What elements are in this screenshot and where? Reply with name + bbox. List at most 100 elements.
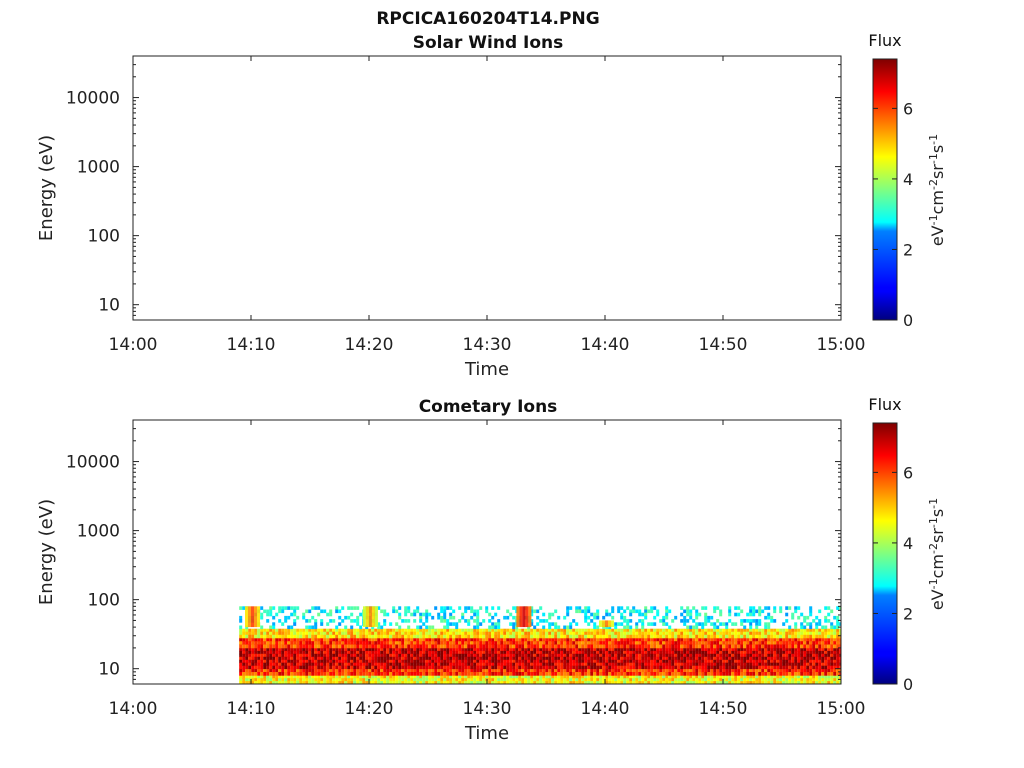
spectrogram-cell (794, 662, 798, 667)
spectrogram-cell (485, 672, 489, 676)
spectrogram-cell (797, 653, 801, 658)
spectrogram-cell (335, 675, 339, 679)
spectrogram-cell (794, 665, 798, 670)
spectrogram-cell (431, 665, 435, 670)
spectrogram-cell (695, 644, 699, 649)
spectrogram-cell (284, 634, 288, 639)
spectrogram-cell (539, 665, 543, 670)
spectrogram-cell (659, 656, 663, 661)
spectrogram-cell (563, 631, 567, 636)
spectrogram-cell (623, 647, 627, 652)
spectrogram-cell (485, 606, 489, 610)
spectrogram-cell (245, 675, 249, 679)
spectrogram-cell (602, 631, 606, 636)
spectrogram-cell (836, 656, 840, 661)
spectrogram-cell (521, 662, 525, 667)
y-tick-label: 1000 (77, 522, 120, 542)
spectrogram-cell (803, 631, 807, 636)
spectrogram-cell (632, 681, 636, 684)
spectrogram-cell (356, 659, 360, 664)
spectrogram-cell (422, 631, 426, 636)
spectrogram-cell (344, 615, 348, 620)
spectrogram-cell (437, 612, 441, 617)
spectrogram-cell (371, 628, 375, 633)
spectrogram-cell (758, 641, 762, 645)
spectrogram-cell (815, 641, 819, 645)
spectrogram-cell (473, 662, 477, 667)
spectrogram-cell (362, 637, 366, 642)
spectrogram-cell (746, 653, 750, 658)
spectrogram-cell (569, 606, 573, 610)
spectrogram-cell (611, 662, 615, 667)
spectrogram-cell (731, 641, 735, 645)
spectrogram-cell (380, 662, 384, 667)
spectrogram-cell (470, 647, 474, 652)
spectrogram-cell (665, 612, 669, 617)
spectrogram-cell (587, 606, 591, 610)
spectrogram-cell (515, 625, 519, 630)
spectrogram-cell (449, 659, 453, 664)
spectrogram-cell (533, 662, 537, 667)
spectrogram-cell (452, 631, 456, 636)
spectrogram-cell (254, 672, 258, 676)
spectrogram-cell (473, 625, 477, 630)
spectrogram-cell (569, 625, 573, 630)
spectrogram-cell (311, 665, 315, 670)
spectrogram-cell (335, 678, 339, 682)
spectrogram-cell (269, 625, 273, 630)
spectrogram-cell (572, 659, 576, 664)
spectrogram-cell (587, 644, 591, 649)
spectrogram-cell (392, 634, 396, 639)
spectrogram-cell (686, 612, 690, 617)
spectrogram-cell (752, 668, 756, 673)
colorbar-tick-label: 0 (903, 675, 913, 694)
spectrogram-cell (479, 628, 483, 633)
spectrogram-cell (794, 631, 798, 636)
spectrogram-cell (317, 631, 321, 636)
spectrogram-cell (839, 681, 841, 684)
spectrogram-cell (407, 659, 411, 664)
spectrogram-cell (830, 678, 834, 682)
spectrogram-cell (488, 650, 492, 655)
spectrogram-cell (479, 653, 483, 658)
spectrogram-cell (428, 678, 432, 682)
spectrogram-cell (446, 641, 450, 645)
spectrogram-cell (740, 631, 744, 636)
spectrogram-cell (779, 659, 783, 664)
spectrogram-cell (644, 612, 648, 617)
spectrogram-cell (764, 631, 768, 636)
spectrogram-cell (326, 662, 330, 667)
spectrogram-cell (344, 653, 348, 658)
spectrogram-cell (389, 641, 393, 645)
spectrogram-cell (371, 631, 375, 636)
spectrogram-cell (839, 668, 841, 673)
spectrogram-cell (326, 641, 330, 645)
spectrogram-cell (479, 675, 483, 679)
spectrogram-cell (623, 681, 627, 684)
spectrogram-cell (341, 668, 345, 673)
spectrogram-cell (626, 644, 630, 649)
spectrogram-cell (662, 665, 666, 670)
spectrogram-cell (383, 659, 387, 664)
spectrogram-cell (359, 681, 363, 684)
spectrogram-cell (239, 641, 243, 645)
spectrogram-cell (521, 665, 525, 670)
spectrogram-cell (608, 668, 612, 673)
spectrogram-cell (545, 637, 549, 642)
spectrogram-cell (380, 678, 384, 682)
spectrogram-cell (704, 631, 708, 636)
spectrogram-cell (308, 625, 312, 630)
spectrogram-cell (350, 637, 354, 642)
spectrogram-cell (392, 675, 396, 679)
spectrogram-cell (608, 647, 612, 652)
spectrogram-cell (629, 678, 633, 682)
spectrogram-cell (815, 681, 819, 684)
spectrogram-cell (572, 681, 576, 684)
spectrogram-cell (437, 628, 441, 633)
spectrogram-cell (740, 650, 744, 655)
spectrogram-cell (566, 637, 570, 642)
spectrogram-cell (689, 656, 693, 661)
spectrogram-cell (653, 675, 657, 679)
spectrogram-cell (251, 665, 255, 670)
spectrogram-cell (332, 678, 336, 682)
